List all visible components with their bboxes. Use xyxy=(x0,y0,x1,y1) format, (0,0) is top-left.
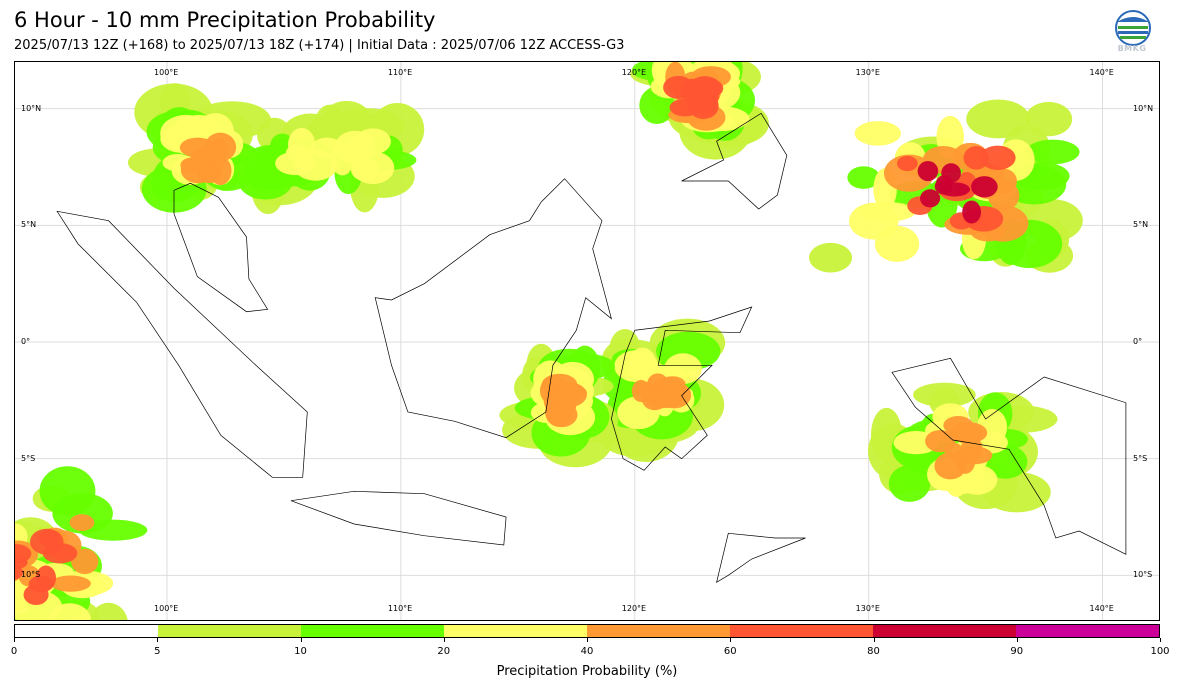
lat-label-left: 10°S xyxy=(21,570,41,580)
lat-label-left: 0° xyxy=(21,337,31,346)
lat-label-right: 5°N xyxy=(1133,220,1149,230)
colorbar-segment xyxy=(15,625,158,637)
precip-cell xyxy=(809,242,853,273)
precip-cell xyxy=(50,575,91,592)
lon-label-bottom: 120°E xyxy=(621,604,647,613)
colorbar-tick-mark xyxy=(730,638,732,642)
precip-cell xyxy=(351,151,395,185)
precip-cell xyxy=(1025,139,1080,165)
bmkg-logo-icon xyxy=(1115,10,1151,46)
lon-label-bottom: 110°E xyxy=(387,604,413,613)
precip-cell xyxy=(1025,101,1073,137)
lon-label-top: 140°E xyxy=(1089,68,1114,77)
colorbar xyxy=(14,624,1160,638)
precip-cell xyxy=(15,565,24,580)
lat-label-right: 10°S xyxy=(1133,570,1153,580)
coastline xyxy=(374,178,613,439)
precip-cell xyxy=(42,542,78,564)
logo-text: BMKG xyxy=(1117,44,1147,53)
colorbar-segment xyxy=(158,625,301,637)
lon-label-top: 110°E xyxy=(387,68,413,77)
colorbar-tick-label: 20 xyxy=(437,646,451,657)
lat-label-left: 5°S xyxy=(21,453,36,463)
colorbar-segment xyxy=(301,625,444,637)
precip-cell xyxy=(983,444,1028,479)
colorbar-tick-label: 100 xyxy=(1150,646,1170,657)
precipitation-map: 100°E 100°E 110°E 110°E 120°E 120°E 130°E 130°E… xyxy=(14,61,1160,621)
precip-cell xyxy=(71,548,99,575)
colorbar-tick-mark xyxy=(587,638,588,642)
colorbar-tick-label: 80 xyxy=(867,646,880,657)
lat-label-left: 5°N xyxy=(21,220,37,230)
precip-cell xyxy=(322,100,371,139)
precip-cell xyxy=(896,155,918,172)
precip-cell xyxy=(659,376,686,392)
precip-cell xyxy=(38,530,59,547)
map-subtitle: 2025/07/13 12Z (+168) to 2025/07/13 18Z … xyxy=(14,38,625,53)
lat-label-left: 10°N xyxy=(21,103,42,113)
coastline xyxy=(891,357,1127,555)
precip-cell xyxy=(179,137,216,158)
precip-cell xyxy=(646,387,682,409)
colorbar-tick-mark xyxy=(873,638,875,642)
colorbar-tick-label: 10 xyxy=(294,646,307,657)
colorbar-tick-mark xyxy=(1016,638,1018,642)
coastline xyxy=(611,306,753,471)
colorbar-tick-label: 5 xyxy=(154,646,161,657)
lon-label-bottom: 100°E xyxy=(154,604,179,613)
precip-cell xyxy=(917,161,939,182)
lon-label-top: 130°E xyxy=(855,68,880,77)
lon-label-top: 100°E xyxy=(154,68,179,77)
precip-cell xyxy=(858,202,916,222)
precip-cell xyxy=(934,452,967,480)
lon-label-bottom: 130°E xyxy=(855,604,880,613)
coastline xyxy=(173,182,269,313)
colorbar-tick-label: 40 xyxy=(580,646,594,657)
colorbar-segment xyxy=(730,625,873,637)
map-title: 6 Hour - 10 mm Precipitation Probability xyxy=(14,8,436,32)
precip-cell xyxy=(854,121,902,146)
lat-label-right: 5°S xyxy=(1133,453,1148,463)
colorbar-segment xyxy=(587,625,730,637)
lat-label-right: 10°N xyxy=(1133,103,1154,113)
precip-cell xyxy=(15,555,28,570)
colorbar-segment xyxy=(444,625,587,637)
precip-cell xyxy=(962,200,982,224)
lat-label-right: 0° xyxy=(1133,337,1143,346)
coastline xyxy=(56,210,308,478)
colorbar-label: Precipitation Probability (%) xyxy=(496,664,678,679)
colorbar-tick-label: 60 xyxy=(723,646,737,657)
precip-cell xyxy=(888,465,931,502)
precip-cell xyxy=(69,514,95,531)
precip-cell xyxy=(936,175,953,189)
colorbar-tick-label: 90 xyxy=(1010,646,1024,657)
colorbar-segment xyxy=(873,625,1016,637)
coastline xyxy=(290,490,507,546)
precip-cell xyxy=(949,422,988,444)
colorbar-segment xyxy=(1016,625,1159,637)
precip-cell xyxy=(919,189,941,208)
map-canvas xyxy=(15,62,1159,620)
precip-cell xyxy=(966,99,1030,139)
colorbar-tick-mark xyxy=(157,638,159,642)
precip-cell xyxy=(847,166,880,189)
precip-cell xyxy=(971,176,998,198)
colorbar-tick-label: 0 xyxy=(10,646,18,657)
precip-cell xyxy=(285,144,308,161)
colorbar-tick-mark xyxy=(443,638,445,642)
coastline xyxy=(716,532,806,584)
colorbar-tick-mark xyxy=(300,638,302,642)
lon-label-bottom: 140°E xyxy=(1089,604,1114,613)
precip-cell xyxy=(547,400,576,416)
precip-cell xyxy=(979,145,1016,170)
precip-cell xyxy=(39,466,96,516)
coastline xyxy=(681,112,788,210)
precip-cell xyxy=(180,156,217,184)
lon-label-top: 120°E xyxy=(621,68,647,77)
colorbar-tick-mark xyxy=(1160,638,1161,642)
precip-cell xyxy=(687,84,719,109)
colorbar-tick-mark xyxy=(14,638,15,642)
precip-cell xyxy=(28,575,54,593)
